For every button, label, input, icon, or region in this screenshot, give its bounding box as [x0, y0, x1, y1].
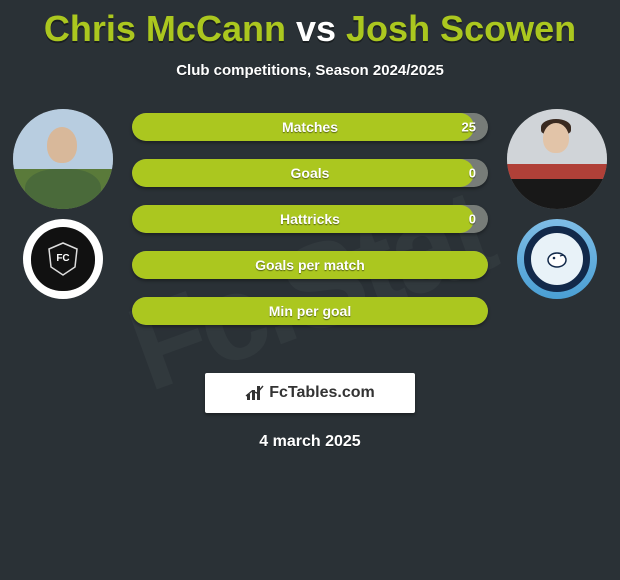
- date-text: 4 march 2025: [0, 433, 620, 451]
- stat-label: Min per goal: [269, 303, 351, 319]
- player2-club-logo: [517, 219, 597, 299]
- subtitle: Club competitions, Season 2024/2025: [0, 62, 620, 79]
- stat-label: Goals per match: [255, 257, 365, 273]
- stat-right-value: 0: [469, 212, 476, 227]
- right-side: [502, 109, 612, 299]
- left-side: FC: [8, 109, 118, 299]
- player1-name: Chris McCann: [44, 8, 286, 49]
- club-ring-icon: [524, 226, 590, 292]
- stat-row: Matches 25: [132, 113, 488, 141]
- stat-right-value: 0: [469, 166, 476, 181]
- stat-right-value: 25: [462, 120, 476, 135]
- stat-label: Goals: [291, 165, 330, 181]
- stat-row: Goals 0: [132, 159, 488, 187]
- vs-text: vs: [296, 8, 336, 49]
- player2-name: Josh Scowen: [346, 8, 576, 49]
- svg-text:FC: FC: [56, 253, 69, 264]
- player2-photo: [507, 109, 607, 209]
- stat-bars: Matches 25 Goals 0 Hattricks 0 Goals per match…: [118, 109, 502, 325]
- stat-label: Hattricks: [280, 211, 340, 227]
- shield-icon: FC: [31, 227, 95, 291]
- compare-area: FC Matches 25 Goals 0 Hattricks 0 Goals per ma…: [0, 79, 620, 325]
- comparison-card: Chris McCann vs Josh Scowen Club competi…: [0, 0, 620, 451]
- stat-row: Hattricks 0: [132, 205, 488, 233]
- stat-row: Goals per match: [132, 251, 488, 279]
- stat-label: Matches: [282, 119, 338, 135]
- stat-row: Min per goal: [132, 297, 488, 325]
- player1-photo: [13, 109, 113, 209]
- brand-badge: FcTables.com: [205, 373, 415, 413]
- player1-club-logo: FC: [23, 219, 103, 299]
- chart-icon: [245, 384, 265, 402]
- brand-text: FcTables.com: [269, 384, 375, 402]
- page-title: Chris McCann vs Josh Scowen: [0, 0, 620, 50]
